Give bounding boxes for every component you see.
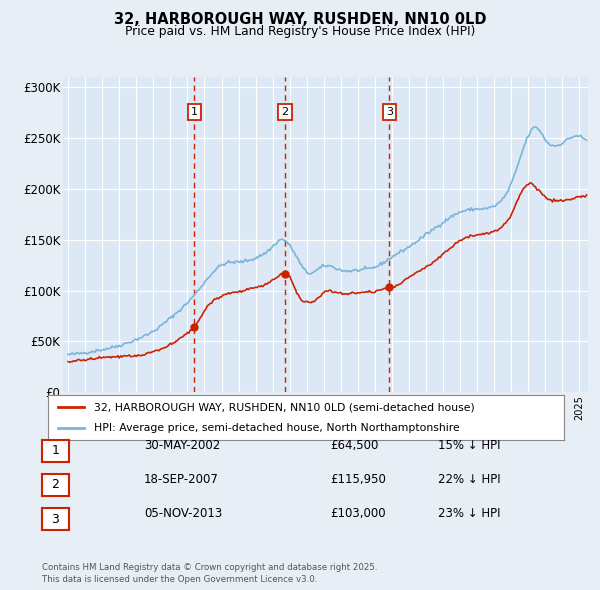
Text: 1: 1 (52, 444, 59, 457)
Text: 2: 2 (281, 107, 289, 117)
Text: Contains HM Land Registry data © Crown copyright and database right 2025.
This d: Contains HM Land Registry data © Crown c… (42, 563, 377, 584)
Text: 18-SEP-2007: 18-SEP-2007 (144, 473, 219, 486)
Text: 05-NOV-2013: 05-NOV-2013 (144, 507, 222, 520)
Text: 15% ↓ HPI: 15% ↓ HPI (438, 439, 500, 452)
Text: £103,000: £103,000 (330, 507, 386, 520)
Text: 30-MAY-2002: 30-MAY-2002 (144, 439, 220, 452)
Text: HPI: Average price, semi-detached house, North Northamptonshire: HPI: Average price, semi-detached house,… (94, 422, 460, 432)
Text: 1: 1 (191, 107, 198, 117)
Text: £64,500: £64,500 (330, 439, 379, 452)
Text: Price paid vs. HM Land Registry's House Price Index (HPI): Price paid vs. HM Land Registry's House … (125, 25, 475, 38)
Text: 3: 3 (386, 107, 393, 117)
Text: £115,950: £115,950 (330, 473, 386, 486)
Text: 23% ↓ HPI: 23% ↓ HPI (438, 507, 500, 520)
Text: 22% ↓ HPI: 22% ↓ HPI (438, 473, 500, 486)
Text: 32, HARBOROUGH WAY, RUSHDEN, NN10 0LD: 32, HARBOROUGH WAY, RUSHDEN, NN10 0LD (114, 12, 486, 27)
Text: 2: 2 (52, 478, 59, 491)
Text: 3: 3 (52, 513, 59, 526)
Text: 32, HARBOROUGH WAY, RUSHDEN, NN10 0LD (semi-detached house): 32, HARBOROUGH WAY, RUSHDEN, NN10 0LD (s… (94, 402, 475, 412)
